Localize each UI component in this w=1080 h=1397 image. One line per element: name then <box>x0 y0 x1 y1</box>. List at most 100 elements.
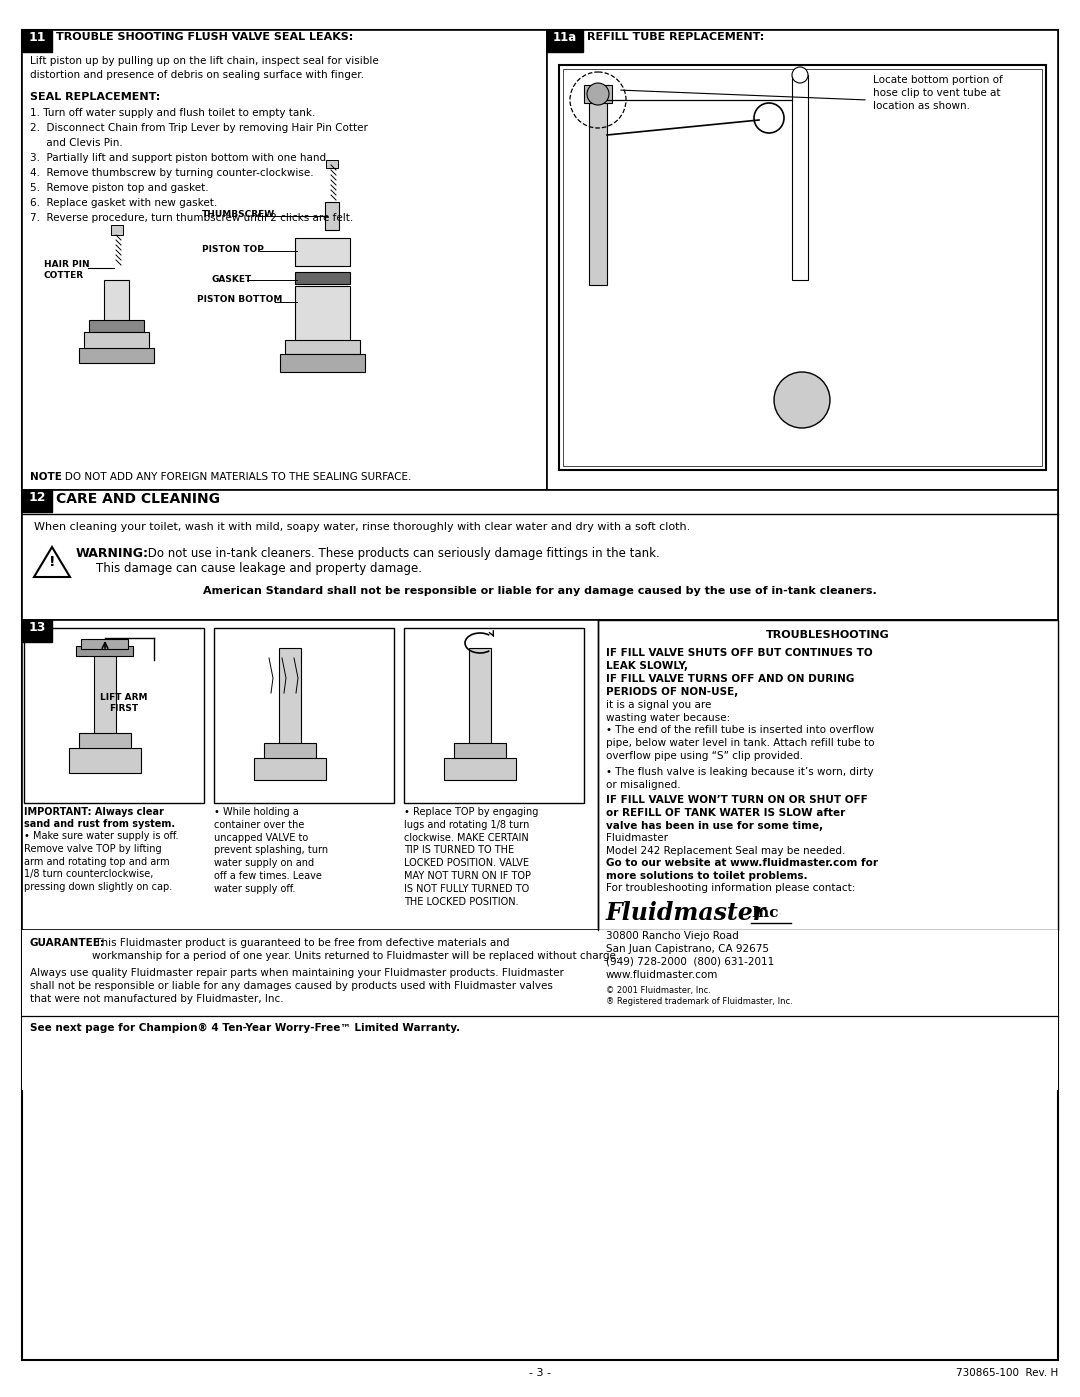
Bar <box>104 279 129 335</box>
Text: Always use quality Fluidmaster repair parts when maintaining your Fluidmaster pr: Always use quality Fluidmaster repair pa… <box>30 968 564 1003</box>
Text: • The end of the refill tube is inserted into overflow
pipe, below water level i: • The end of the refill tube is inserted… <box>606 725 875 760</box>
Text: Inc: Inc <box>751 907 779 921</box>
Circle shape <box>792 67 808 82</box>
Text: IF FILL VALVE SHUTS OFF BUT CONTINUES TO
LEAK SLOWLY,: IF FILL VALVE SHUTS OFF BUT CONTINUES TO… <box>606 648 873 671</box>
Text: 730865-100  Rev. H: 730865-100 Rev. H <box>956 1368 1058 1377</box>
Bar <box>22 490 1058 620</box>
Text: TROUBLE SHOOTING FLUSH VALVE SEAL LEAKS:: TROUBLE SHOOTING FLUSH VALVE SEAL LEAKS: <box>56 32 353 42</box>
Text: 6.  Replace gasket with new gasket.: 6. Replace gasket with new gasket. <box>30 198 217 208</box>
Text: LIFT ARM
FIRST: LIFT ARM FIRST <box>100 693 148 714</box>
Bar <box>325 203 339 231</box>
Bar <box>22 620 52 643</box>
Bar <box>22 930 1058 1090</box>
Bar <box>84 332 149 352</box>
Bar <box>598 620 1058 930</box>
Bar <box>469 648 491 753</box>
Text: © 2001 Fluidmaster, Inc.: © 2001 Fluidmaster, Inc. <box>606 986 711 995</box>
Text: 1. Turn off water supply and flush toilet to empty tank.: 1. Turn off water supply and flush toile… <box>30 108 315 117</box>
Bar <box>254 759 326 780</box>
Bar <box>89 320 144 332</box>
Text: 12: 12 <box>28 490 45 504</box>
Bar <box>285 339 360 353</box>
Text: 11a: 11a <box>553 31 577 43</box>
Text: !: ! <box>49 555 55 569</box>
Text: 5.  Remove piston top and gasket.: 5. Remove piston top and gasket. <box>30 183 208 193</box>
Bar <box>280 353 365 372</box>
Polygon shape <box>33 548 70 577</box>
Text: - 3 -: - 3 - <box>529 1368 551 1377</box>
Text: IF FILL VALVE TURNS OFF AND ON DURING
PERIODS OF NON-USE,: IF FILL VALVE TURNS OFF AND ON DURING PE… <box>606 673 854 697</box>
Text: 7.  Reverse procedure, turn thumbscrew until 2 clicks are felt.: 7. Reverse procedure, turn thumbscrew un… <box>30 212 353 224</box>
Text: • The flush valve is leaking because it’s worn, dirty
or misaligned.: • The flush valve is leaking because it’… <box>606 767 874 789</box>
Bar <box>454 743 507 763</box>
Text: See next page for Champion® 4 Ten-Year Worry-Free™ Limited Warranty.: See next page for Champion® 4 Ten-Year W… <box>30 1023 460 1032</box>
Text: Fluidmaster: Fluidmaster <box>606 901 766 925</box>
Text: • Make sure water supply is off.
Remove valve TOP by lifting
arm and rotating to: • Make sure water supply is off. Remove … <box>24 831 178 893</box>
Bar <box>563 68 1042 467</box>
Circle shape <box>754 103 784 133</box>
Bar <box>792 75 808 279</box>
Bar <box>279 648 301 753</box>
Text: 4.  Remove thumbscrew by turning counter-clockwise.: 4. Remove thumbscrew by turning counter-… <box>30 168 313 177</box>
Text: • While holding a
container over the
uncapped VALVE to
prevent splashing, turn
w: • While holding a container over the unc… <box>214 807 328 894</box>
Bar <box>295 272 350 284</box>
Text: Go to our website at www.fluidmaster.com for
more solutions to toilet problems.: Go to our website at www.fluidmaster.com… <box>606 858 878 880</box>
Bar <box>326 161 338 168</box>
Text: SEAL REPLACEMENT:: SEAL REPLACEMENT: <box>30 92 160 102</box>
Text: When cleaning your toilet, wash it with mild, soapy water, rinse thoroughly with: When cleaning your toilet, wash it with … <box>33 522 690 532</box>
Text: American Standard shall not be responsible or liable for any damage caused by th: American Standard shall not be responsib… <box>203 585 877 597</box>
Text: Lift piston up by pulling up on the lift chain, inspect seal for visible: Lift piston up by pulling up on the lift… <box>30 56 379 66</box>
Bar <box>79 733 131 753</box>
Text: distortion and presence of debris on sealing surface with finger.: distortion and presence of debris on sea… <box>30 70 364 80</box>
Bar <box>69 747 141 773</box>
Bar <box>24 629 204 803</box>
Bar <box>295 237 350 265</box>
Bar <box>546 29 1058 490</box>
Text: GASKET: GASKET <box>212 275 253 284</box>
Text: PISTON TOP: PISTON TOP <box>202 244 264 254</box>
Bar <box>79 348 154 363</box>
Text: Fluidmaster
Model 242 Replacement Seal may be needed.: Fluidmaster Model 242 Replacement Seal m… <box>606 833 846 856</box>
Text: PISTON BOTTOM: PISTON BOTTOM <box>197 295 282 305</box>
Text: This damage can cause leakage and property damage.: This damage can cause leakage and proper… <box>96 562 422 576</box>
Text: 11: 11 <box>28 31 45 43</box>
Bar <box>81 638 129 650</box>
Text: ® Registered trademark of Fluidmaster, Inc.: ® Registered trademark of Fluidmaster, I… <box>606 997 793 1006</box>
Bar <box>94 652 116 747</box>
Text: it is a signal you are
wasting water because:: it is a signal you are wasting water bec… <box>606 700 730 722</box>
Bar <box>264 743 316 763</box>
Bar <box>76 645 133 657</box>
Bar <box>404 629 584 803</box>
Text: Do not use in-tank cleaners. These products can seriously damage fittings in the: Do not use in-tank cleaners. These produ… <box>144 548 660 560</box>
Bar <box>214 629 394 803</box>
Text: IMPORTANT: Always clear: IMPORTANT: Always clear <box>24 807 164 817</box>
Text: CARE AND CLEANING: CARE AND CLEANING <box>56 492 220 506</box>
Text: 30800 Rancho Viejo Road: 30800 Rancho Viejo Road <box>606 930 739 942</box>
Text: 3.  Partially lift and support piston bottom with one hand.: 3. Partially lift and support piston bot… <box>30 154 329 163</box>
Bar <box>444 759 516 780</box>
Text: (949) 728-2000  (800) 631-2011: (949) 728-2000 (800) 631-2011 <box>606 957 774 967</box>
Text: HAIR PIN: HAIR PIN <box>44 260 90 270</box>
Circle shape <box>588 82 609 105</box>
Text: : DO NOT ADD ANY FOREIGN MATERIALS TO THE SEALING SURFACE.: : DO NOT ADD ANY FOREIGN MATERIALS TO TH… <box>58 472 411 482</box>
Text: www.fluidmaster.com: www.fluidmaster.com <box>606 970 718 981</box>
Text: NOTE: NOTE <box>30 472 62 482</box>
Text: 2.  Disconnect Chain from Trip Lever by removing Hair Pin Cotter: 2. Disconnect Chain from Trip Lever by r… <box>30 123 368 133</box>
Bar <box>546 29 583 52</box>
Text: San Juan Capistrano, CA 92675: San Juan Capistrano, CA 92675 <box>606 944 769 954</box>
Bar <box>22 490 52 511</box>
Text: THUMBSCREW: THUMBSCREW <box>202 210 275 219</box>
Bar <box>22 29 546 490</box>
Text: TROUBLESHOOTING: TROUBLESHOOTING <box>766 630 890 640</box>
Bar <box>584 85 612 103</box>
Bar <box>22 29 52 52</box>
Text: IF FILL VALVE WON’T TURN ON OR SHUT OFF
or REFILL OF TANK WATER IS SLOW after
va: IF FILL VALVE WON’T TURN ON OR SHUT OFF … <box>606 795 867 831</box>
Bar <box>295 286 350 346</box>
Text: Locate bottom portion of
hose clip to vent tube at
location as shown.: Locate bottom portion of hose clip to ve… <box>873 75 1002 110</box>
Text: WARNING:: WARNING: <box>76 548 149 560</box>
Text: and Clevis Pin.: and Clevis Pin. <box>30 138 123 148</box>
Text: This Fluidmaster product is guaranteed to be free from defective materials and
w: This Fluidmaster product is guaranteed t… <box>92 937 619 961</box>
Text: sand and rust from system.: sand and rust from system. <box>24 819 175 828</box>
Text: • Replace TOP by engaging
lugs and rotating 1/8 turn
clockwise. MAKE CERTAIN
TIP: • Replace TOP by engaging lugs and rotat… <box>404 807 538 907</box>
Bar <box>22 620 1058 930</box>
